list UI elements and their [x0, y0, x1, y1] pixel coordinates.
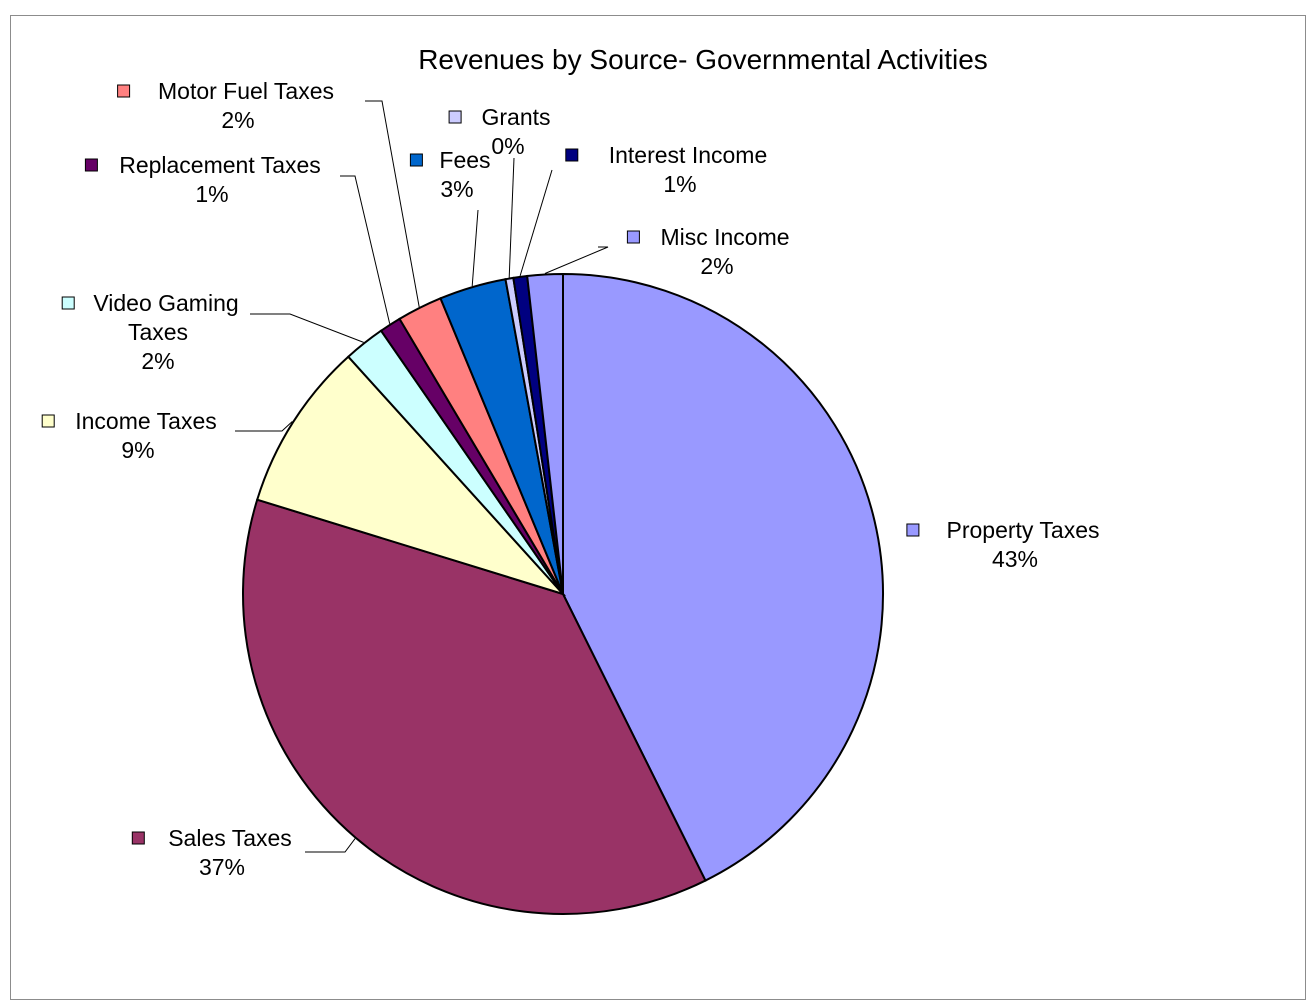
pie-slice-misc-income — [526, 272, 564, 595]
label-percent: 2% — [221, 107, 254, 133]
label-key-swatch — [906, 523, 920, 537]
data-label-misc-income: Misc Income 2% — [626, 224, 790, 279]
leader-line-sales-taxes — [305, 838, 356, 853]
data-label-sales-taxes: Sales Taxes 37% — [131, 825, 292, 880]
label-percent: 2% — [141, 348, 174, 374]
label-percent: 37% — [199, 854, 245, 880]
label-key-swatch — [41, 414, 55, 428]
label-category: Video Gaming — [93, 290, 238, 316]
pie-slice-income-taxes — [255, 355, 567, 597]
label-percent: 2% — [700, 253, 733, 279]
label-percent: 9% — [121, 437, 154, 463]
leader-line-fees — [471, 209, 479, 287]
leader-line-interest-income — [519, 169, 553, 277]
label-key-swatch — [84, 158, 98, 172]
label-category: Property Taxes — [947, 517, 1100, 543]
label-category: Sales Taxes — [168, 825, 292, 851]
label-key-swatch — [117, 84, 131, 98]
chart-title: Revenues by Source- Governmental Activit… — [418, 44, 988, 75]
data-labels: Property Taxes 43% Sales Taxes 37% Income Ta… — [41, 78, 1100, 880]
label-percent: 1% — [195, 181, 228, 207]
data-label-interest-income: Interest Income 1% — [565, 142, 768, 197]
label-category: Misc Income — [660, 224, 789, 250]
label-category: Motor Fuel Taxes — [158, 78, 334, 104]
data-label-replacement-taxes: Replacement Taxes 1% — [84, 152, 321, 207]
label-category: Fees — [439, 147, 490, 173]
data-label-income-taxes: Income Taxes 9% — [41, 408, 217, 463]
label-category: Grants — [481, 104, 550, 130]
data-label-video-gaming-taxes: Video Gaming Taxes 2% — [61, 290, 239, 374]
data-label-property-taxes: Property Taxes 43% — [906, 517, 1100, 572]
label-key-swatch — [131, 831, 145, 845]
label-category: Income Taxes — [75, 408, 216, 434]
label-key-swatch — [448, 110, 462, 124]
leader-line-misc-income — [544, 246, 609, 274]
label-key-swatch — [409, 153, 423, 167]
label-key-swatch — [565, 148, 579, 162]
label-category: Replacement Taxes — [119, 152, 321, 178]
label-key-swatch — [61, 296, 75, 310]
pie-slice-property-taxes — [562, 272, 885, 882]
label-percent: 43% — [992, 546, 1038, 572]
leader-line-video-gaming-taxes — [250, 313, 364, 343]
data-label-motor-fuel-taxes: Motor Fuel Taxes 2% — [117, 78, 334, 133]
label-category: Interest Income — [609, 142, 768, 168]
label-percent: 0% — [491, 133, 524, 159]
data-label-grants: Grants 0% — [448, 104, 551, 159]
label-category: Taxes — [128, 319, 188, 345]
label-percent: 1% — [663, 171, 696, 197]
pie-slice-sales-taxes — [242, 498, 707, 916]
leader-line-grants — [508, 157, 515, 278]
pie-slices — [242, 272, 885, 916]
leader-line-income-taxes — [235, 421, 293, 432]
leader-lines — [235, 100, 609, 853]
label-percent: 3% — [440, 176, 473, 202]
data-label-fees: Fees 3% — [409, 147, 491, 202]
leader-line-motor-fuel-taxes — [365, 100, 420, 308]
label-key-swatch — [626, 230, 640, 244]
leader-line-replacement-taxes — [340, 175, 391, 324]
